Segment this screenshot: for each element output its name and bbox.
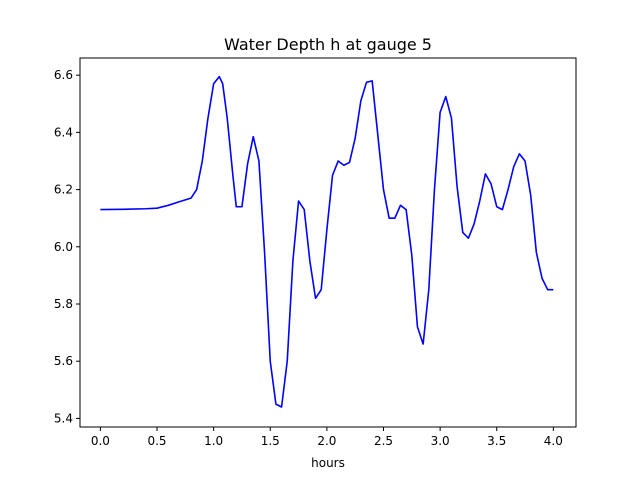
x-axis: 0.0 0.5 1.0 1.5 2.0 2.5 3.0 3.5 4.0 — [91, 427, 563, 448]
x-tick-label: 1.0 — [204, 434, 223, 448]
plot-area — [100, 75, 554, 408]
y-tick-label: 6.0 — [54, 240, 73, 254]
x-tick-label: 2.5 — [374, 434, 393, 448]
y-tick-label: 5.8 — [54, 297, 73, 311]
x-axis-label: hours — [311, 456, 345, 470]
x-tick-label: 0.0 — [91, 434, 110, 448]
y-tick-label: 6.6 — [54, 68, 73, 82]
y-tick-label: 6.4 — [54, 125, 73, 139]
y-tick-label: 5.4 — [54, 411, 73, 425]
x-tick-label: 3.5 — [487, 434, 506, 448]
x-tick-label: 3.0 — [431, 434, 450, 448]
axes-frame — [79, 57, 577, 428]
x-tick-label: 2.0 — [317, 434, 336, 448]
chart-title: Water Depth h at gauge 5 — [224, 35, 432, 54]
x-tick-label: 0.5 — [147, 434, 166, 448]
x-tick-label: 4.0 — [544, 434, 563, 448]
y-tick-label: 6.2 — [54, 183, 73, 197]
y-axis: 5.4 5.6 5.8 6.0 6.2 6.4 6.6 — [54, 68, 80, 425]
y-tick-label: 5.6 — [54, 354, 73, 368]
x-tick-label: 1.5 — [261, 434, 280, 448]
series-line-0 — [100, 75, 554, 408]
